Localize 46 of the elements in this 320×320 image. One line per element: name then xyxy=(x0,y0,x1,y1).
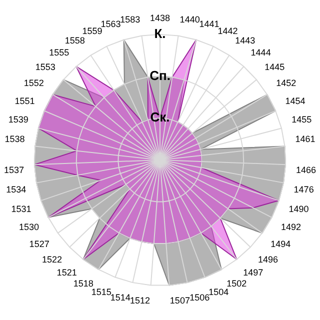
spoke-label: 1440 xyxy=(180,14,200,24)
spoke-label: 1490 xyxy=(288,204,309,214)
y-tick-label: Сп. xyxy=(150,68,170,83)
spoke-label: 1441 xyxy=(199,18,220,29)
spoke-label: 1461 xyxy=(295,134,316,144)
spoke-label: 1507 xyxy=(170,296,190,306)
spoke-label: 1497 xyxy=(243,268,264,278)
spoke-label: 1452 xyxy=(276,78,296,88)
spoke-label: 1537 xyxy=(4,164,24,175)
spoke-label: 1454 xyxy=(285,96,306,106)
spoke-label: 1521 xyxy=(56,268,77,278)
spoke-label: 1522 xyxy=(42,254,62,264)
spoke-label: 1555 xyxy=(49,48,70,58)
spoke-label: 1492 xyxy=(281,222,302,232)
spoke-label: 1518 xyxy=(73,278,94,289)
spoke-label: 1512 xyxy=(130,296,150,306)
spoke-label: 1553 xyxy=(35,62,56,72)
spoke-label: 1442 xyxy=(218,26,238,36)
spoke-label: 1466 xyxy=(296,164,316,175)
y-tick-label: К. xyxy=(154,26,166,42)
spoke-label: 1551 xyxy=(14,96,35,106)
spoke-label: 1504 xyxy=(208,286,229,297)
spoke-label: 1514 xyxy=(110,292,130,303)
spoke-label: 1506 xyxy=(190,292,210,303)
spoke-label: 1476 xyxy=(294,184,314,195)
spoke-label: 1534 xyxy=(6,184,26,195)
spoke-label: 1494 xyxy=(270,239,291,250)
spoke-label: 1445 xyxy=(264,62,285,72)
spoke-label: 1496 xyxy=(258,254,278,264)
y-tick-label: Ск. xyxy=(150,110,170,125)
spoke-label: 1552 xyxy=(24,78,44,88)
spoke-label: 1444 xyxy=(250,48,271,58)
spoke-label: 1443 xyxy=(235,36,256,46)
spoke-label: 1502 xyxy=(226,278,247,289)
spoke-label: 1531 xyxy=(11,204,32,214)
spoke-label: 1539 xyxy=(8,114,28,125)
spoke-label: 1515 xyxy=(91,286,112,297)
spoke-label: 1530 xyxy=(18,222,39,232)
spoke-label: 1559 xyxy=(82,26,102,36)
spoke-label: 1527 xyxy=(29,239,50,250)
spoke-label: 1583 xyxy=(120,14,140,24)
spoke-label: 1563 xyxy=(100,18,121,29)
spoke-label: 1455 xyxy=(292,114,312,125)
spoke-label: 1438 xyxy=(150,13,170,24)
spoke-label: 1538 xyxy=(4,134,25,144)
spoke-label: 1558 xyxy=(64,36,85,46)
